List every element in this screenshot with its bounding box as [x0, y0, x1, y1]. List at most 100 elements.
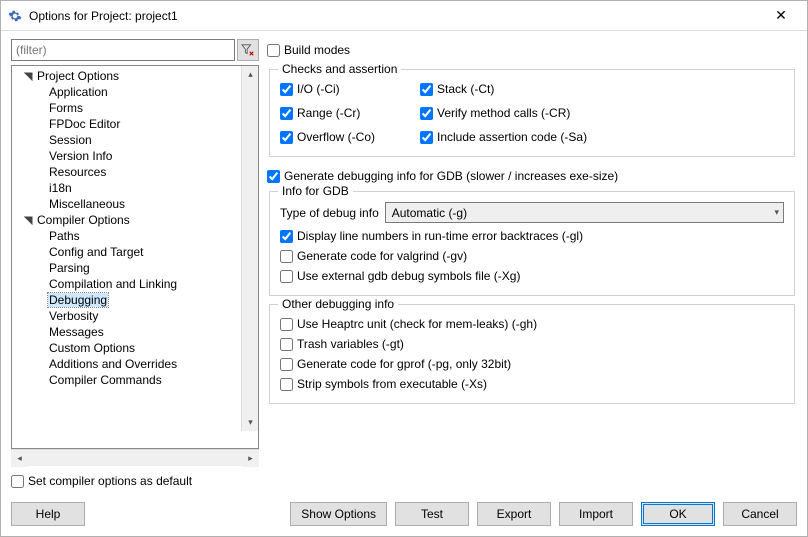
window-title: Options for Project: project1	[29, 9, 761, 23]
check-label: Verify method calls (-CR)	[437, 106, 570, 120]
tree-item-label: Paths	[48, 229, 81, 243]
tree-item-label: Parsing	[48, 261, 91, 275]
tree-item[interactable]: Application	[12, 84, 258, 100]
other-group-title: Other debugging info	[278, 297, 398, 311]
tree-group[interactable]: Project Options	[12, 68, 258, 84]
chevron-down-icon: ▾	[774, 207, 779, 218]
tree-vscroll[interactable]: ▴ ▾	[241, 66, 258, 431]
check-label: Overflow (-Co)	[297, 130, 375, 144]
tree-item[interactable]: Messages	[12, 324, 258, 340]
tree-item[interactable]: Version Info	[12, 148, 258, 164]
tree-item-label: Compilation and Linking	[48, 277, 178, 291]
tree-item[interactable]: Compilation and Linking	[12, 276, 258, 292]
debug-type-label: Type of debug info	[280, 206, 379, 220]
check-item[interactable]: Strip symbols from executable (-Xs)	[280, 375, 784, 393]
right-pane: Build modes Checks and assertion I/O (-C…	[267, 39, 797, 466]
tree-item[interactable]: Additions and Overrides	[12, 356, 258, 372]
tree-item[interactable]: Paths	[12, 228, 258, 244]
check-overflow[interactable]: Overflow (-Co)	[280, 128, 420, 146]
show-options-button[interactable]: Show Options	[290, 502, 387, 526]
tree-item[interactable]: Parsing	[12, 260, 258, 276]
tree-item[interactable]: Miscellaneous	[12, 196, 258, 212]
tree-item-label: Verbosity	[48, 309, 99, 323]
check-label: Use Heaptrc unit (check for mem-leaks) (…	[297, 317, 537, 331]
tree-item[interactable]: Custom Options	[12, 340, 258, 356]
check-item[interactable]: Generate code for valgrind (-gv)	[280, 247, 784, 265]
tree-item-label: Custom Options	[48, 341, 136, 355]
other-group: Other debugging info Use Heaptrc unit (c…	[269, 304, 795, 404]
check-item[interactable]: Trash variables (-gt)	[280, 335, 784, 353]
funnel-x-icon	[241, 43, 255, 57]
checks-group: Checks and assertion I/O (-Ci)Stack (-Ct…	[269, 69, 795, 157]
tree-item[interactable]: Session	[12, 132, 258, 148]
check-assert[interactable]: Include assertion code (-Sa)	[420, 128, 784, 146]
options-tree[interactable]: Project Options Application Forms FPDoc Edi…	[11, 65, 259, 449]
cancel-button[interactable]: Cancel	[723, 502, 797, 526]
tree-item-label: Forms	[48, 101, 84, 115]
tree-item-label: i18n	[48, 181, 73, 195]
check-label: Include assertion code (-Sa)	[437, 130, 587, 144]
tree-item-label: Session	[48, 133, 93, 147]
tree-group[interactable]: Compiler Options	[12, 212, 258, 228]
set-default-check[interactable]: Set compiler options as default	[11, 472, 797, 490]
test-button[interactable]: Test	[395, 502, 469, 526]
check-range[interactable]: Range (-Cr)	[280, 104, 420, 122]
check-label: Generate code for valgrind (-gv)	[297, 249, 467, 263]
tree-item-label: Application	[48, 85, 109, 99]
build-modes-label: Build modes	[284, 43, 350, 57]
export-button[interactable]: Export	[477, 502, 551, 526]
tree-hscroll[interactable]: ◂ ▸	[11, 449, 259, 466]
debug-type-value: Automatic (-g)	[392, 206, 467, 220]
tree-item[interactable]: Forms	[12, 100, 258, 116]
tree-item-label: Messages	[48, 325, 105, 339]
check-item[interactable]: Generate code for gprof (-pg, only 32bit…	[280, 355, 784, 373]
tree-item-label: Debugging	[48, 293, 108, 307]
twisty-icon[interactable]	[22, 70, 34, 82]
gdb-group-title: Info for GDB	[278, 184, 353, 198]
check-item[interactable]: Use external gdb debug symbols file (-Xg…	[280, 267, 784, 285]
scroll-left-icon[interactable]: ◂	[11, 450, 28, 467]
check-label: Strip symbols from executable (-Xs)	[297, 377, 487, 391]
gen-debug-check[interactable]: Generate debugging info for GDB (slower …	[267, 167, 797, 185]
tree-item-label: Compiler Commands	[48, 373, 163, 387]
check-item[interactable]: Use Heaptrc unit (check for mem-leaks) (…	[280, 315, 784, 333]
tree-item-label: Additions and Overrides	[48, 357, 178, 371]
gen-debug-label: Generate debugging info for GDB (slower …	[284, 169, 618, 183]
tree-item[interactable]: FPDoc Editor	[12, 116, 258, 132]
check-label: Stack (-Ct)	[437, 82, 494, 96]
tree-item[interactable]: Debugging	[12, 292, 258, 308]
scroll-down-icon[interactable]: ▾	[242, 414, 259, 431]
tree-item[interactable]: Verbosity	[12, 308, 258, 324]
scroll-up-icon[interactable]: ▴	[242, 66, 259, 83]
check-label: Trash variables (-gt)	[297, 337, 404, 351]
close-button[interactable]: ✕	[761, 2, 801, 30]
check-verify[interactable]: Verify method calls (-CR)	[420, 104, 784, 122]
filter-input[interactable]	[11, 39, 235, 61]
tree-item-label: Miscellaneous	[48, 197, 126, 211]
tree-group-label: Project Options	[36, 69, 120, 83]
import-button[interactable]: Import	[559, 502, 633, 526]
main: Project Options Application Forms FPDoc Edi…	[11, 39, 797, 466]
tree-item-label: Version Info	[48, 149, 113, 163]
tree-item[interactable]: Compiler Commands	[12, 372, 258, 388]
checks-group-title: Checks and assertion	[278, 62, 401, 76]
debug-type-select[interactable]: Automatic (-g) ▾	[385, 202, 784, 223]
check-label: Use external gdb debug symbols file (-Xg…	[297, 269, 520, 283]
tree-item-label: FPDoc Editor	[48, 117, 121, 131]
tree-item[interactable]: Config and Target	[12, 244, 258, 260]
build-modes-check[interactable]: Build modes	[267, 41, 797, 59]
tree-group-label: Compiler Options	[36, 213, 131, 227]
twisty-icon[interactable]	[22, 214, 34, 226]
tree-item[interactable]: Resources	[12, 164, 258, 180]
tree-item-label: Config and Target	[48, 245, 145, 259]
help-button[interactable]: Help	[11, 502, 85, 526]
filter-clear-button[interactable]	[237, 39, 259, 61]
check-stack[interactable]: Stack (-Ct)	[420, 80, 784, 98]
set-default-label: Set compiler options as default	[28, 474, 192, 488]
ok-button[interactable]: OK	[641, 502, 715, 526]
check-label: Range (-Cr)	[297, 106, 360, 120]
tree-item[interactable]: i18n	[12, 180, 258, 196]
check-io[interactable]: I/O (-Ci)	[280, 80, 420, 98]
scroll-right-icon[interactable]: ▸	[242, 450, 259, 467]
check-item[interactable]: Display line numbers in run-time error b…	[280, 227, 784, 245]
